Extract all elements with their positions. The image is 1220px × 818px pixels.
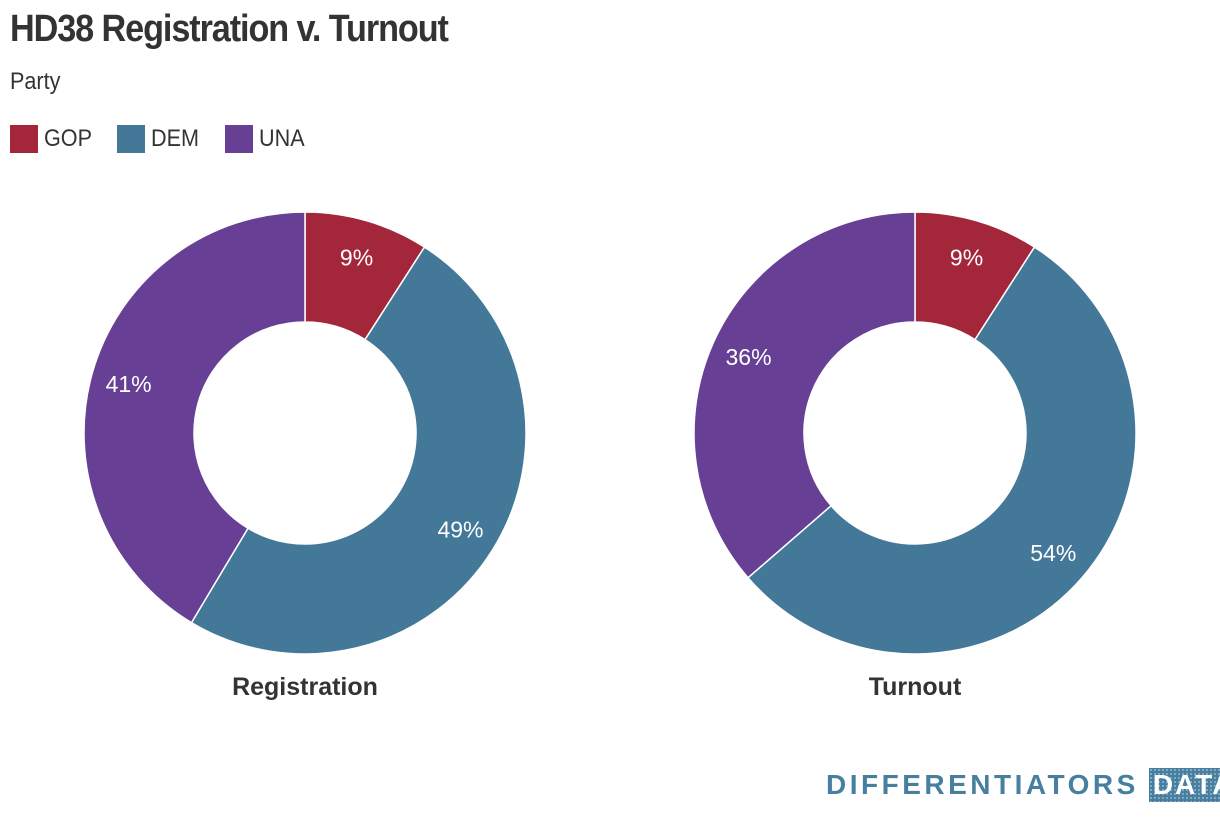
legend-item-dem[interactable]: DEM [117,125,204,153]
donut-title: Turnout [869,673,962,701]
legend-label-una: UNA [258,125,305,152]
donut-title: Registration [232,673,378,701]
slice-label-gop: 9% [950,244,983,270]
legend-swatch-gop [10,125,38,153]
legend-swatch-una [224,125,253,153]
slice-label-dem: 49% [437,516,483,542]
donut-turnout: 9% 54% 36% Turnout [693,211,1137,701]
slice-label-una: 41% [106,371,152,397]
slice-label-dem: 54% [1030,540,1076,566]
slice-label-una: 36% [726,344,772,370]
chart-subtitle: Party [10,68,61,95]
legend-label-gop: GOP [44,125,93,152]
slice-dem[interactable] [190,246,527,655]
chart-title: HD38 Registration v. Turnout [10,8,449,50]
slice-dem[interactable] [746,246,1137,655]
brand-logo: DIFFERENTIATORS DATA [826,768,1220,802]
legend-label-dem: DEM [151,125,200,152]
donut-registration: 9% 49% 41% Registration [83,211,527,701]
legend-item-una[interactable]: UNA [224,125,310,153]
logo-text: DIFFERENTIATORS [826,769,1139,800]
slice-una[interactable] [83,211,306,624]
legend: GOP DEM UNA [10,125,329,153]
logo-box: DATA [1148,768,1220,802]
legend-item-gop[interactable]: GOP [10,125,97,153]
slice-label-gop: 9% [340,244,373,270]
legend-swatch-dem [117,125,146,153]
slice-una[interactable] [693,211,916,579]
